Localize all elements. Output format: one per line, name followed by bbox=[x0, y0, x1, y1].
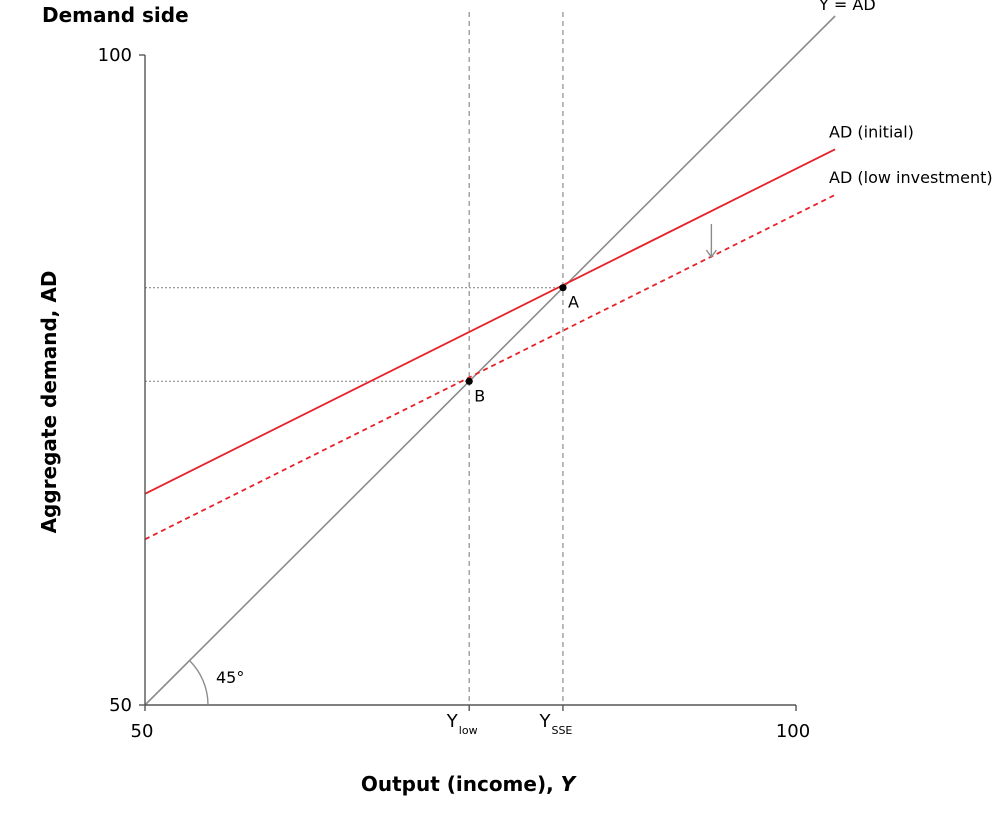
shift-arrow-head bbox=[705, 249, 717, 259]
x-axis-label: Output (income), Y bbox=[361, 772, 578, 796]
guide-lines bbox=[145, 12, 564, 705]
annotations: A B 45° bbox=[189, 224, 717, 706]
y-axis-label: Aggregate demand, AD bbox=[37, 271, 61, 534]
x-axis-label-var: Y bbox=[561, 772, 578, 796]
y-tick-label-1: 100 bbox=[98, 45, 132, 66]
point-label-a: A bbox=[568, 293, 579, 312]
x-axis-label-text: Output (income), bbox=[361, 772, 561, 796]
series-line-2 bbox=[144, 193, 836, 541]
series-line-1 bbox=[144, 148, 836, 495]
angle-label: 45° bbox=[216, 668, 244, 687]
x-tick-label-0: 50 bbox=[131, 721, 154, 742]
point-b bbox=[465, 377, 473, 385]
series-label-0: Y = AD bbox=[818, 0, 876, 14]
chart-title: Demand side bbox=[42, 3, 189, 27]
x-tick-label-1: 100 bbox=[776, 721, 810, 742]
series-label-2: AD (low investment) bbox=[829, 168, 992, 187]
point-label-b: B bbox=[474, 386, 485, 405]
angle-arc bbox=[189, 660, 209, 706]
series-label-1: AD (initial) bbox=[829, 122, 914, 141]
series-lines: Y = AD AD (initial) AD (low investment) bbox=[144, 0, 992, 706]
axes: 50 100 50 100 Ylow YSSE bbox=[98, 45, 811, 742]
point-a bbox=[559, 284, 567, 292]
y-tick-label-0: 50 bbox=[109, 695, 132, 716]
series-line-0 bbox=[144, 15, 836, 706]
x-marker-label-sse: YSSE bbox=[538, 711, 572, 737]
x-marker-label-low: Ylow bbox=[446, 711, 478, 737]
